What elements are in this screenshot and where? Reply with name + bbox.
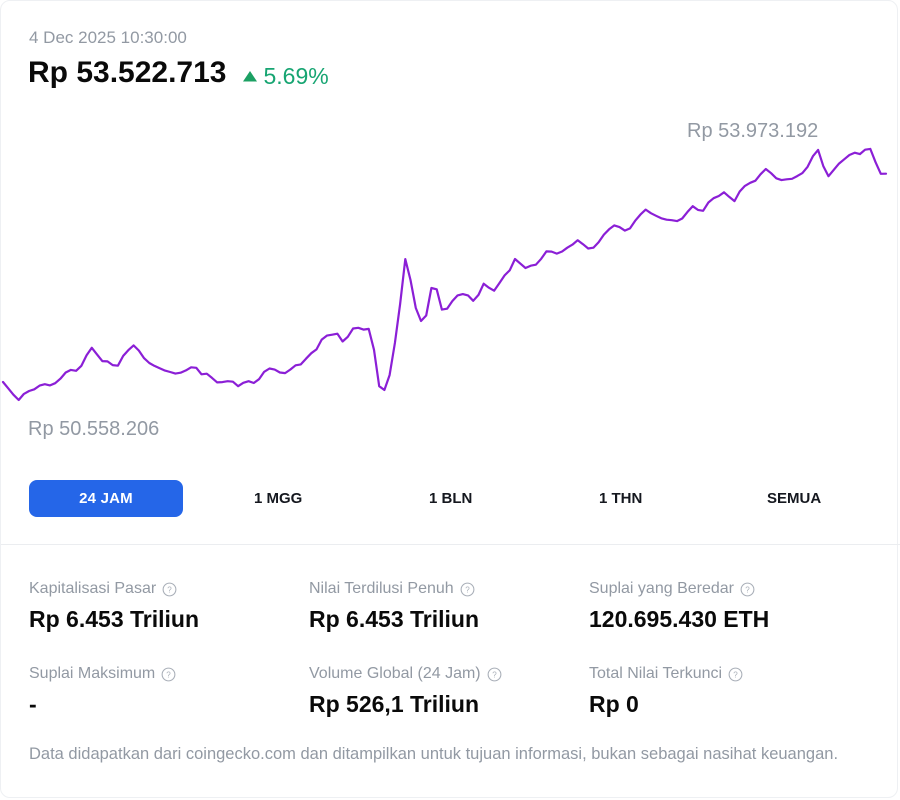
svg-text:?: ? (745, 585, 750, 594)
svg-text:?: ? (465, 585, 470, 594)
svg-text:?: ? (733, 670, 738, 679)
svg-text:?: ? (167, 585, 172, 594)
svg-text:?: ? (167, 670, 172, 679)
svg-text:?: ? (492, 670, 497, 679)
